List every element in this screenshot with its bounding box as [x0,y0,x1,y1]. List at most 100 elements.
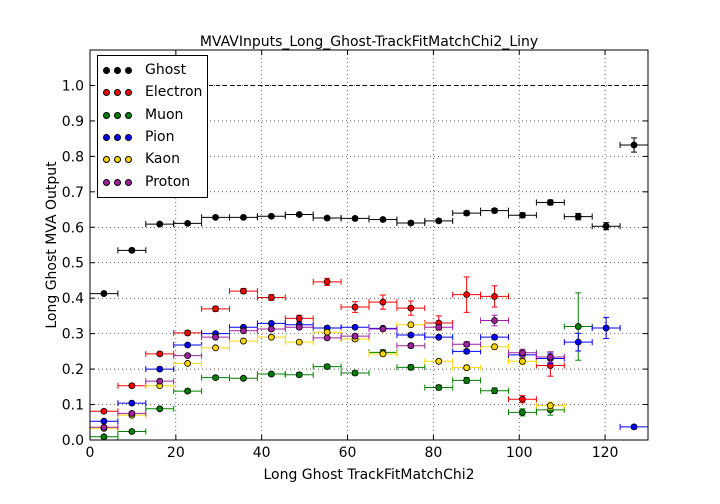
data-point [463,364,471,372]
data-point [519,395,526,403]
data-point [491,333,498,341]
data-point [491,387,498,395]
y-tick-label: 0.5 [62,256,84,272]
data-point [212,333,219,341]
legend-label: Muon [145,106,184,123]
y-tick-label: 1.0 [62,78,84,94]
data-point [491,207,498,215]
x-tick-label: 0 [86,445,95,461]
data-point [435,357,443,365]
legend-label: Proton [145,173,191,190]
legend-dot [125,111,132,119]
data-point [407,331,415,339]
data-point [491,317,498,324]
data-point [240,287,247,295]
data-point [351,369,359,377]
ticks: 0 20 40 60 80 100 120 0.0 0.1 0.2 0.3 0.4 0.5 0.6 0.7 0… [62,50,648,461]
data-point [184,329,192,337]
data-point [128,428,136,435]
series-proton [89,314,565,431]
data-point [519,211,526,219]
data-point [491,343,498,351]
data-point [574,213,582,221]
legend-marker-icon [103,88,135,98]
data-point [128,399,136,407]
data-point [212,374,219,382]
data-point [295,314,303,322]
data-point [128,410,136,417]
data-point [100,290,108,297]
data-point [295,371,303,379]
data-point [435,384,443,391]
data-point [184,360,192,367]
legend-dot [125,89,132,97]
data-point [267,319,275,327]
legend-item-ghost: Ghost [98,61,208,83]
data-point [267,333,275,341]
x-tick-label: 100 [506,445,533,461]
data-point [184,352,192,360]
data-point [156,377,164,385]
data-point [184,219,192,227]
data-point [630,141,638,149]
legend-marker-icon [103,155,135,165]
data-point [267,325,275,333]
data-point [630,423,638,431]
data-point [156,350,164,358]
data-point [574,323,582,330]
data-point [351,332,359,340]
data-point [267,212,275,220]
data-layer [89,137,649,441]
data-point [407,363,415,371]
data-point [100,423,108,431]
legend-item-electron: Electron [98,83,208,105]
legend-dot [125,156,132,164]
data-point [100,417,108,425]
data-point [546,353,554,361]
legend-label: Kaon [145,151,180,168]
plot-frame [89,49,649,441]
data-point [156,405,164,413]
data-point [407,304,415,312]
data-point [491,293,498,300]
legend-dot [103,67,110,74]
legend-dot [125,133,132,141]
data-point [407,219,415,227]
y-tick-label: 0.4 [62,291,84,307]
legend: Ghost Electron Muon Pion Kaon Proton [97,55,208,198]
data-point [435,333,443,341]
legend-dot [103,133,110,141]
data-point [240,374,247,382]
data-point [267,294,275,301]
data-point [295,211,303,218]
y-tick-label: 0.3 [62,327,84,343]
data-point [351,215,359,222]
legend-dot [114,133,121,141]
data-point [295,338,303,346]
legend-item-proton: Proton [98,173,208,195]
series-muon [89,292,593,441]
x-tick-label: 120 [592,445,619,461]
data-point [546,199,554,206]
x-axis-label: Long Ghost TrackFitMatchChi2 [263,467,474,483]
legend-marker-icon [103,111,135,121]
legend-item-muon: Muon [98,106,208,128]
data-point [184,341,192,349]
legend-item-pion: Pion [98,128,208,150]
series-electron [89,276,565,415]
series-ghost [89,137,649,297]
legend-dot [125,178,132,186]
legend-dot [114,156,121,164]
data-point [240,337,247,345]
y-tick-label: 0.1 [62,398,84,414]
data-point [295,323,303,331]
legend-marker-icon [103,178,135,188]
y-tick-label: 0.2 [62,362,84,378]
data-point [240,213,247,221]
data-point [379,298,387,306]
data-point [379,350,387,358]
data-point [156,220,164,228]
y-tick-label: 0.8 [62,149,84,165]
x-tick-label: 20 [167,445,185,461]
legend-marker-icon [103,66,135,76]
